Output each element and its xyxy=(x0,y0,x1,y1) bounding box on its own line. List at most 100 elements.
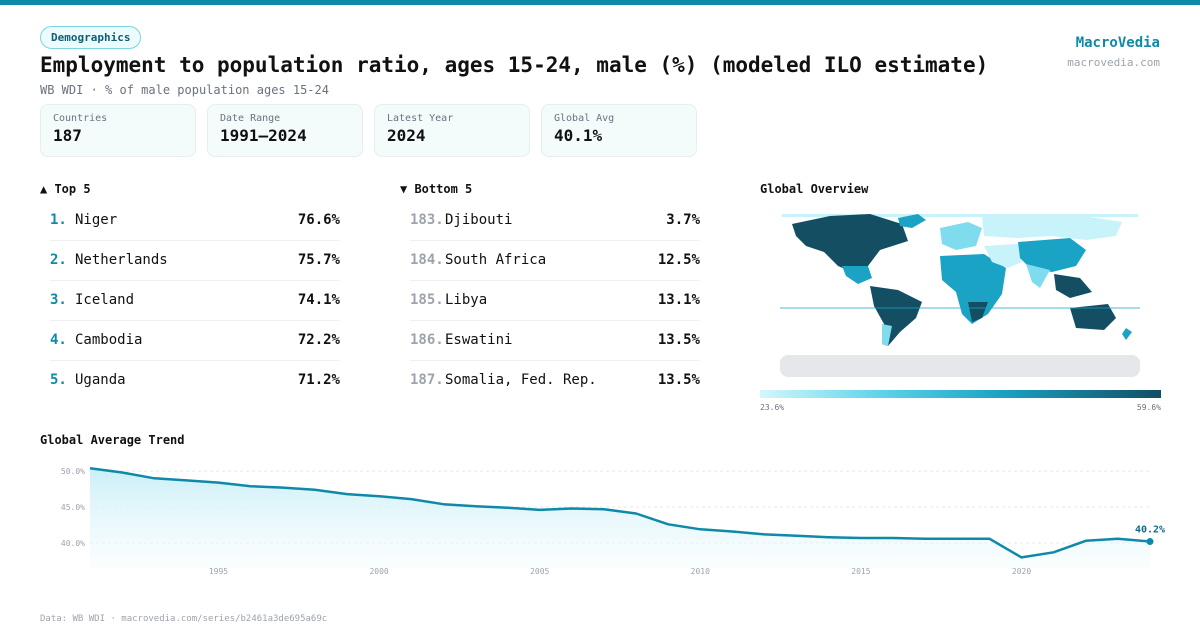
rank-number: 4. xyxy=(50,332,67,348)
stat-label: Countries xyxy=(53,113,108,124)
trend-heading: Global Average Trend xyxy=(40,433,185,447)
map-color-legend xyxy=(760,390,1161,398)
rank-number: 183. xyxy=(410,212,444,228)
world-choropleth-map[interactable] xyxy=(770,206,1150,381)
top5-heading: ▲ Top 5 xyxy=(40,182,91,196)
trend-area-fill xyxy=(90,468,1150,568)
rank-number: 1. xyxy=(50,212,67,228)
rank-number: 185. xyxy=(410,292,444,308)
legend-min-label: 23.6% xyxy=(760,403,785,412)
rank-number: 186. xyxy=(410,332,444,348)
country-value: 13.5% xyxy=(657,332,700,348)
y-tick-label: 50.0% xyxy=(61,467,85,476)
top5-row[interactable]: 3. Iceland 74.1% xyxy=(50,281,340,321)
x-tick-label: 2000 xyxy=(369,567,388,576)
region-greenland xyxy=(898,214,926,228)
stat-card-latest-year: Latest Year 2024 xyxy=(374,104,530,157)
top5-row[interactable]: 2. Netherlands 75.7% xyxy=(50,241,340,281)
y-tick-label: 40.0% xyxy=(61,539,85,548)
bottom5-row[interactable]: 185. Libya 13.1% xyxy=(410,281,700,321)
country-value: 13.5% xyxy=(657,372,700,388)
rank-number: 187. xyxy=(410,372,444,388)
bottom5-row[interactable]: 184. South Africa 12.5% xyxy=(410,241,700,281)
page-title: Employment to population ratio, ages 15-… xyxy=(40,53,989,77)
country-name: Eswatini xyxy=(445,332,513,348)
country-name: Djibouti xyxy=(445,212,513,228)
region-middle-east xyxy=(984,244,1022,268)
x-tick-label: 2020 xyxy=(1012,567,1031,576)
y-axis-ticks: 40.0% 45.0% 50.0% xyxy=(61,467,85,548)
x-tick-label: 2015 xyxy=(851,567,870,576)
region-new-zealand xyxy=(1122,328,1132,340)
stat-card-date-range: Date Range 1991–2024 xyxy=(207,104,363,157)
page-subtitle: WB WDI · % of male population ages 15-24 xyxy=(40,83,329,97)
bottom5-heading: ▼ Bottom 5 xyxy=(400,182,473,196)
country-name: Iceland xyxy=(75,292,135,308)
country-name: Cambodia xyxy=(75,332,143,348)
brand-url[interactable]: macrovedia.com xyxy=(1067,56,1160,69)
rank-number: 5. xyxy=(50,372,67,388)
stat-label: Global Avg xyxy=(554,113,615,124)
country-name: Niger xyxy=(75,212,118,228)
region-russia xyxy=(982,214,1122,240)
stat-card-countries: Countries 187 xyxy=(40,104,196,157)
country-value: 13.1% xyxy=(657,292,700,308)
y-tick-label: 45.0% xyxy=(61,503,85,512)
rank-number: 3. xyxy=(50,292,67,308)
antarctica-region xyxy=(780,355,1140,377)
region-africa xyxy=(940,254,1006,324)
region-australia xyxy=(1070,304,1116,330)
category-badge[interactable]: Demographics xyxy=(40,26,142,49)
bottom5-row[interactable]: 186. Eswatini 13.5% xyxy=(410,321,700,361)
country-name: South Africa xyxy=(445,252,547,268)
region-southern-cone xyxy=(882,324,892,346)
bottom5-row[interactable]: 183. Djibouti 3.7% xyxy=(410,201,700,241)
country-value: 3.7% xyxy=(666,212,700,228)
country-value: 72.2% xyxy=(297,332,340,348)
stat-card-global-avg: Global Avg 40.1% xyxy=(541,104,697,157)
footer-source: Data: WB WDI · macrovedia.com/series/b24… xyxy=(40,614,328,624)
country-value: 71.2% xyxy=(297,372,340,388)
country-value: 74.1% xyxy=(297,292,340,308)
stat-label: Date Range xyxy=(220,113,281,124)
region-south-asia xyxy=(1026,264,1050,288)
region-east-asia xyxy=(1018,238,1086,272)
x-axis-ticks: 1995 2000 2005 2010 2015 2020 xyxy=(209,567,1031,576)
country-name: Netherlands xyxy=(75,252,168,268)
region-central-africa xyxy=(968,302,988,322)
brand-logo[interactable]: MacroVedia xyxy=(1075,35,1160,51)
stat-value: 1991–2024 xyxy=(220,126,307,145)
top-accent-bar xyxy=(0,0,1200,5)
trend-series-line xyxy=(89,466,1151,559)
region-europe xyxy=(940,222,982,250)
region-central-america xyxy=(842,266,872,284)
trend-end-label: 40.2% xyxy=(1135,525,1165,536)
bottom5-list: 183. Djibouti 3.7% 184. South Africa 12.… xyxy=(410,201,700,401)
region-south-america xyxy=(870,286,922,346)
x-tick-label: 1995 xyxy=(209,567,228,576)
map-heading: Global Overview xyxy=(760,182,869,196)
country-name: Uganda xyxy=(75,372,126,388)
stat-value: 2024 xyxy=(387,126,426,145)
region-southeast-asia xyxy=(1054,274,1092,298)
x-tick-label: 2010 xyxy=(691,567,710,576)
country-value: 75.7% xyxy=(297,252,340,268)
x-tick-label: 2005 xyxy=(530,567,549,576)
top5-row[interactable]: 1. Niger 76.6% xyxy=(50,201,340,241)
stat-label: Latest Year xyxy=(387,113,454,124)
country-name: Libya xyxy=(445,292,488,308)
top5-row[interactable]: 4. Cambodia 72.2% xyxy=(50,321,340,361)
bottom5-row[interactable]: 187. Somalia, Fed. Rep. 13.5% xyxy=(410,361,700,401)
arctic-band xyxy=(782,214,1138,217)
rank-number: 2. xyxy=(50,252,67,268)
legend-max-label: 59.6% xyxy=(1136,403,1161,412)
country-value: 76.6% xyxy=(297,212,340,228)
stat-value: 40.1% xyxy=(554,126,603,145)
top5-row[interactable]: 5. Uganda 71.2% xyxy=(50,361,340,401)
global-average-trend-chart[interactable]: 40.0% 45.0% 50.0% 1995 2000 2005 2010 2015 2020… xyxy=(40,456,1170,586)
rank-number: 184. xyxy=(410,252,444,268)
country-value: 12.5% xyxy=(657,252,700,268)
stat-value: 187 xyxy=(53,126,82,145)
top5-list: 1. Niger 76.6% 2. Netherlands 75.7% 3. I… xyxy=(50,201,340,401)
trend-end-point[interactable] xyxy=(1146,538,1154,546)
